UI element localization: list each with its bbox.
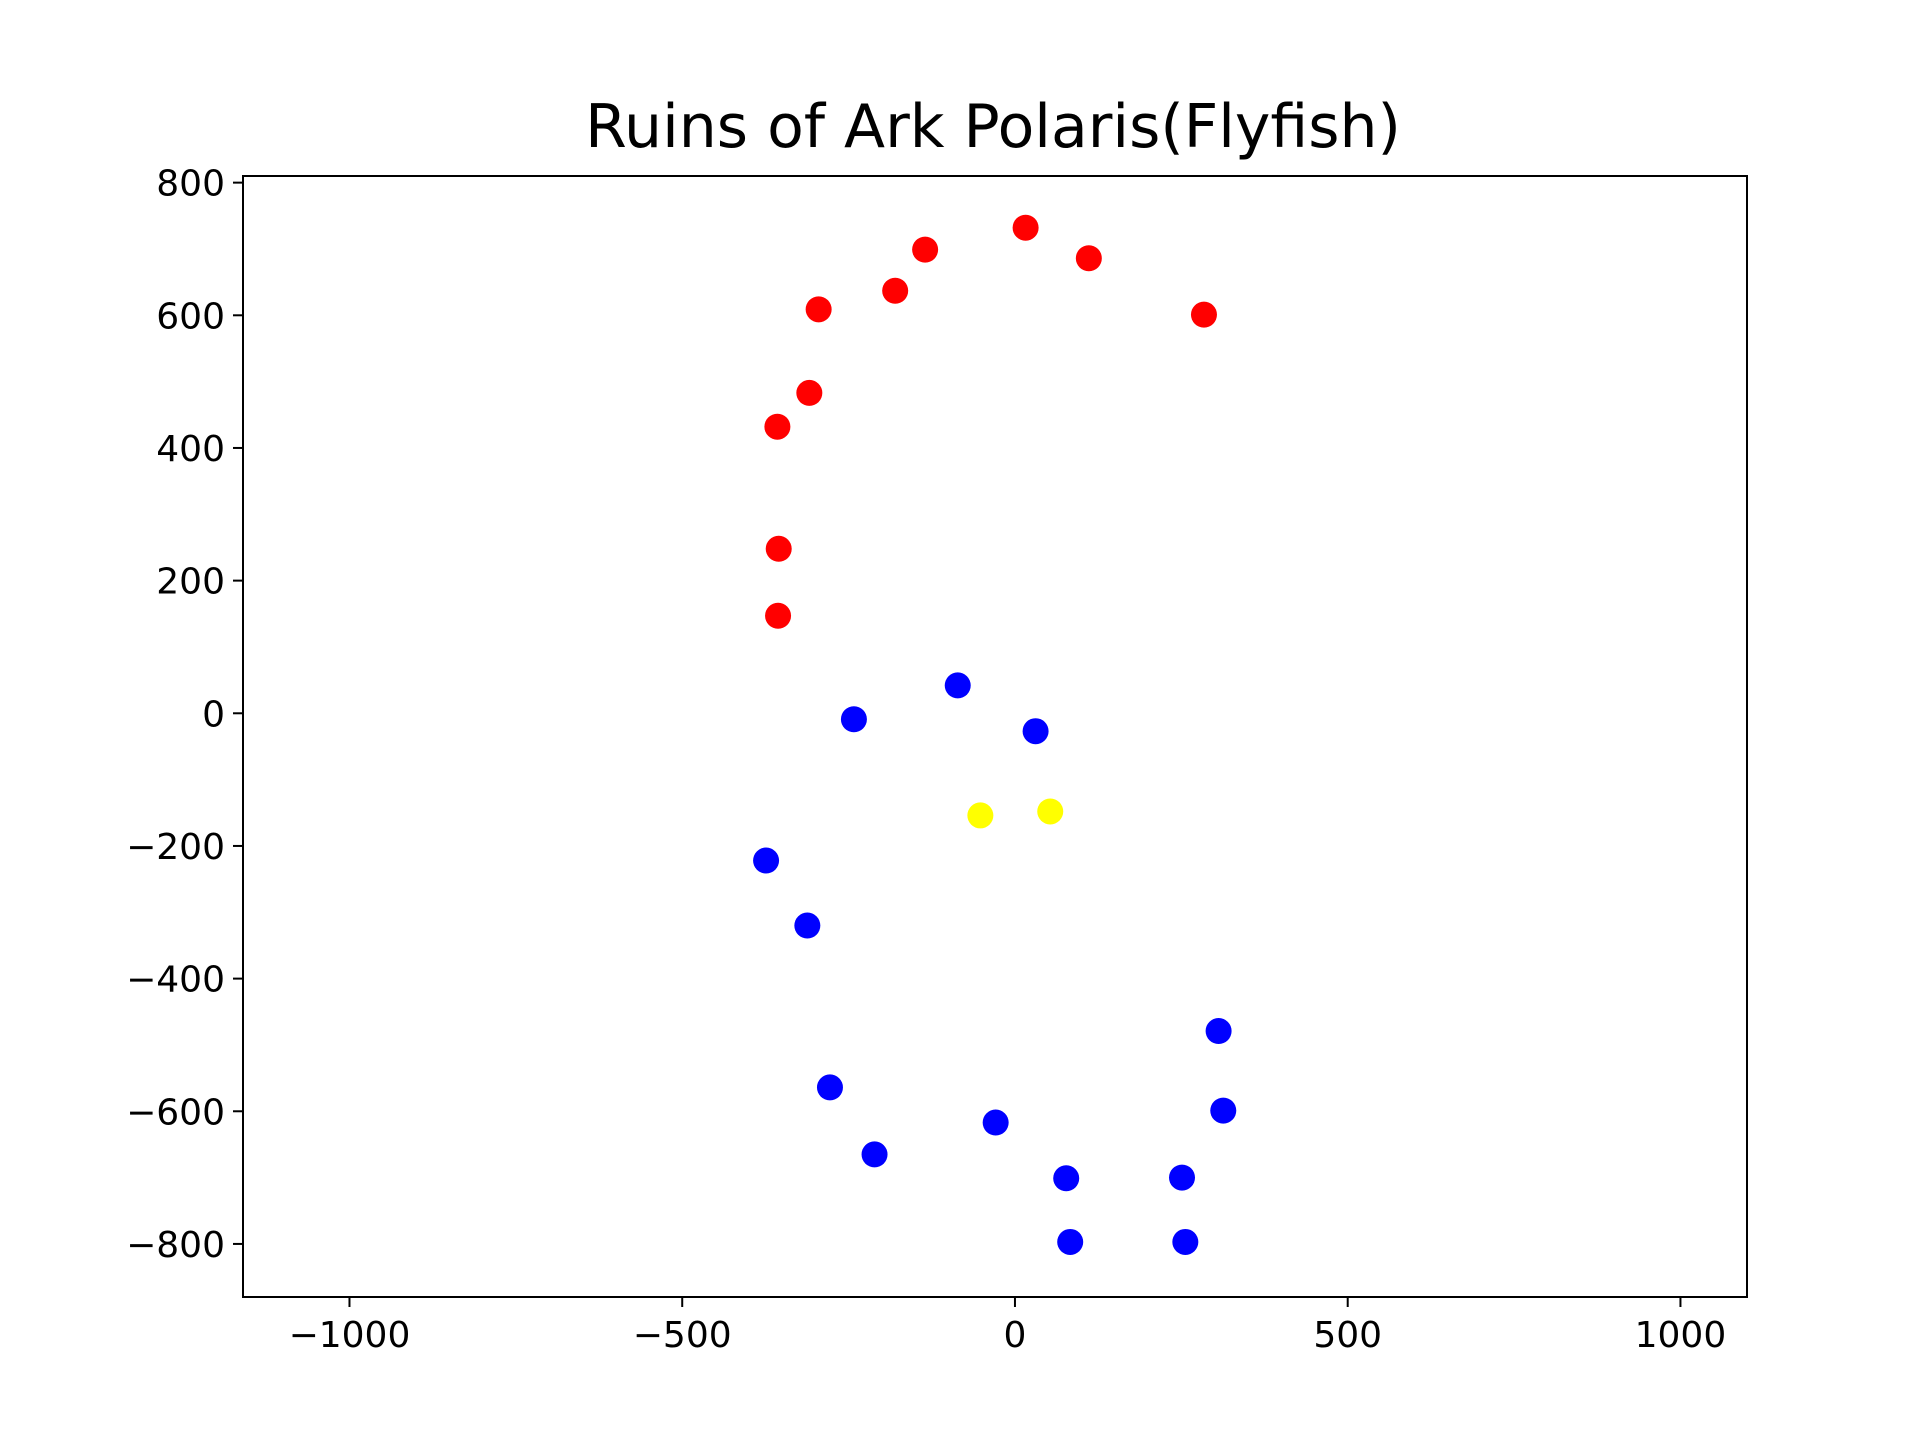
scatter-point (1205, 1018, 1232, 1045)
x-tick-label: 1000 (1635, 1315, 1727, 1356)
scatter-point (1210, 1097, 1237, 1124)
x-tick-label: 0 (1004, 1315, 1027, 1356)
plot-frame (242, 175, 1748, 1298)
data-points (753, 214, 1237, 1255)
scatter-point (967, 802, 994, 829)
scatter-point (753, 847, 780, 874)
x-tick-label: −1000 (289, 1315, 411, 1356)
y-tick-label: 600 (156, 296, 225, 337)
scatter-point (1022, 718, 1049, 745)
scatter-point (794, 912, 821, 939)
chart-title: Ruins of Ark Polaris(Flyfish) (585, 92, 1401, 162)
scatter-point (1037, 798, 1064, 825)
scatter-point (861, 1141, 888, 1168)
y-tick-label: 400 (156, 429, 225, 470)
scatter-point (982, 1109, 1009, 1136)
y-tick-label: 800 (156, 164, 225, 205)
scatter-point (764, 413, 791, 440)
scatter-point (1057, 1228, 1084, 1255)
scatter-point (840, 706, 867, 733)
x-tick-label: −500 (633, 1315, 732, 1356)
scatter-point (765, 602, 792, 629)
y-tick-label: 200 (156, 562, 225, 603)
scatter-point (1075, 245, 1102, 272)
y-tick-label: 0 (202, 694, 225, 735)
scatter-point (882, 277, 909, 304)
y-tick-label: −600 (126, 1092, 225, 1133)
scatter-point (1012, 214, 1039, 241)
scatter-point (1053, 1165, 1080, 1192)
scatter-point (1172, 1228, 1199, 1255)
scatter-point (816, 1074, 843, 1101)
y-tick-label: −400 (126, 960, 225, 1001)
axes: −1000 −500 0 500 1000 800 600 400 200 0 −200 −400 −6… (126, 164, 1726, 1356)
scatter-point (1169, 1164, 1196, 1191)
scatter-point (805, 296, 832, 323)
y-tick-label: −800 (126, 1225, 225, 1266)
scatter-point (796, 379, 823, 406)
scatter-point (912, 236, 939, 263)
scatter-point (1190, 301, 1217, 328)
scatter-point (765, 535, 792, 562)
y-tick-label: −200 (126, 827, 225, 868)
x-tick-label: 500 (1313, 1315, 1382, 1356)
scatter-point (944, 672, 971, 699)
